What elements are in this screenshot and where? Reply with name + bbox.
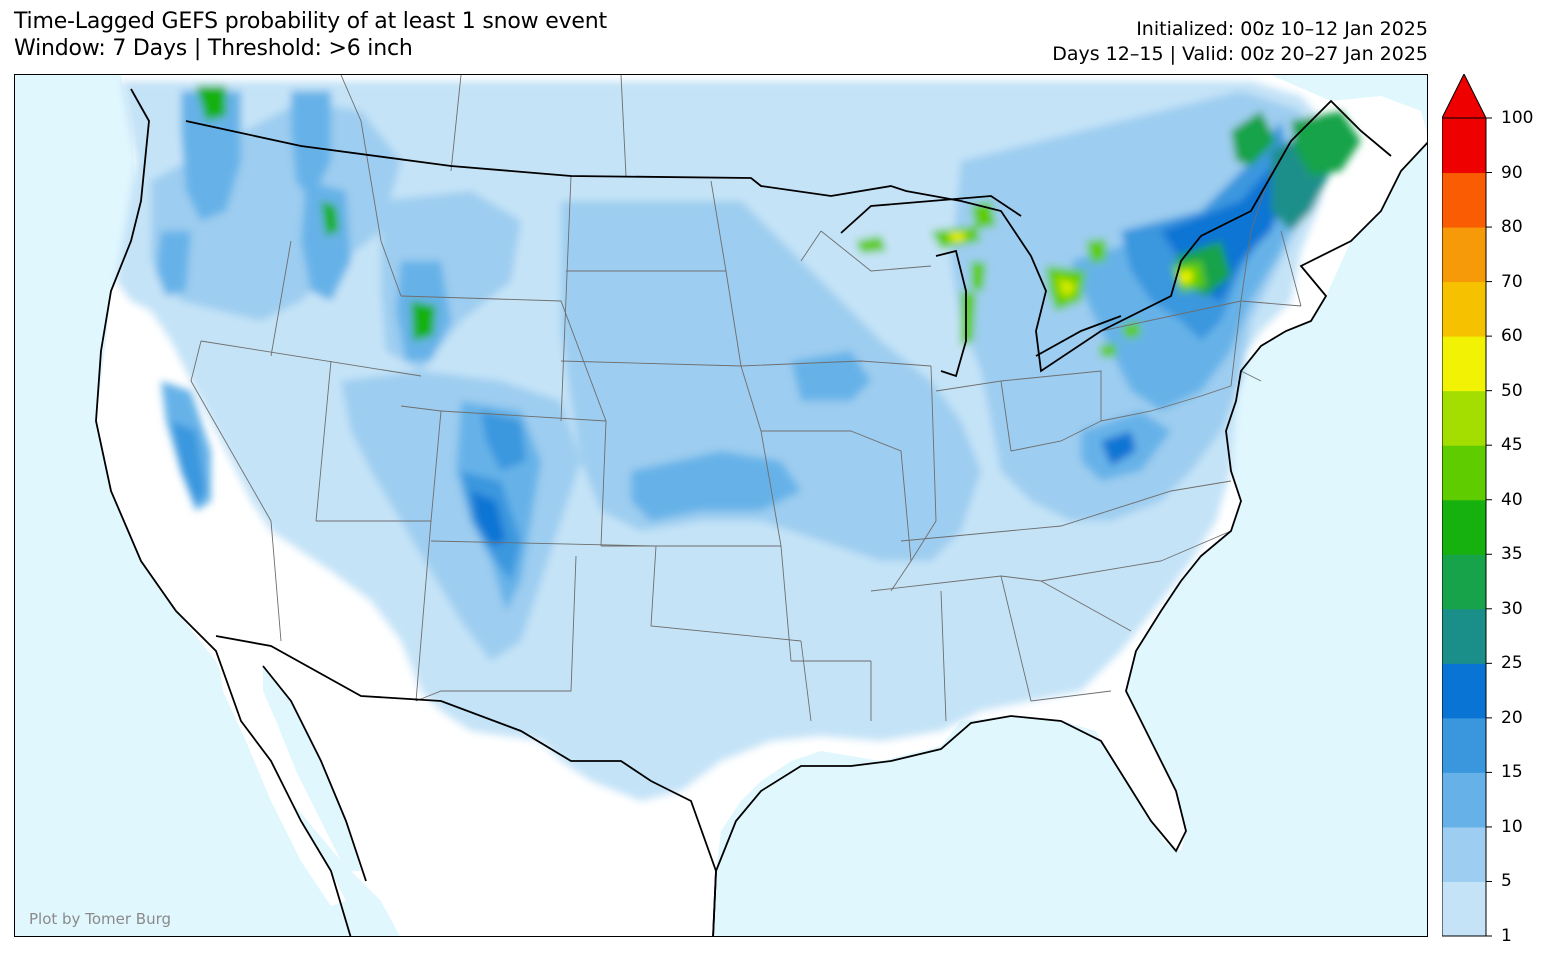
map-title: Time-Lagged GEFS probability of at least…: [14, 9, 607, 34]
colorbar-tick-label: 1: [1501, 926, 1512, 946]
colorbar-tick-label: 25: [1501, 653, 1523, 674]
map-canvas: Plot by Tomer Burg: [29, 75, 1427, 936]
map-subtitle: Window: 7 Days | Threshold: >6 inch: [14, 36, 413, 61]
colorbar-band: [1442, 227, 1486, 283]
colorbar-outline: [1442, 117, 1487, 937]
colorbar-band: [1442, 881, 1486, 937]
initialized-label: Initialized: 00z 10–12 Jan 2025: [1136, 18, 1428, 40]
colorbar-tick-label: 100: [1501, 108, 1534, 128]
country-borders: [185, 99, 1392, 936]
colorbar-tick-label: 90: [1501, 162, 1523, 183]
colorbar-band: [1442, 608, 1486, 664]
colorbar-tick-label: 80: [1501, 217, 1523, 238]
state-borders: [190, 75, 1302, 722]
valid-label: Days 12–15 | Valid: 00z 20–27 Jan 2025: [1052, 43, 1428, 65]
colorbar-band: [1442, 118, 1486, 174]
colorbar-band: [1442, 663, 1486, 719]
run-info: Initialized: 00z 10–12 Jan 2025 Days 12–…: [1052, 17, 1428, 67]
colorbar-tick-label: 30: [1501, 598, 1523, 619]
colorbar-band: [1442, 336, 1486, 392]
coastlines: [95, 88, 1427, 936]
triangle-up-icon: [1442, 74, 1487, 119]
colorbar-tick-label: 35: [1501, 544, 1523, 565]
colorbar-band: [1442, 281, 1486, 337]
colorbar-tick-label: 15: [1501, 762, 1523, 783]
gulf-of-california: [263, 666, 361, 871]
colorbar-tick-label: 45: [1501, 435, 1523, 456]
colorbar-tick-label: 60: [1501, 326, 1523, 347]
colorbar-band: [1442, 445, 1486, 501]
probability-fill: [116, 81, 1361, 801]
colorbar-bands: [1442, 117, 1492, 937]
colorbar-tick-label: 10: [1501, 816, 1523, 837]
credit-text: Plot by Tomer Burg: [29, 910, 171, 928]
colorbar-band: [1442, 717, 1486, 773]
colorbar-band: [1442, 554, 1486, 610]
colorbar-tick-label: 5: [1501, 871, 1512, 892]
colorbar-band: [1442, 826, 1486, 882]
colorbar-tick-label: 70: [1501, 271, 1523, 292]
colorbar-svg: [1442, 74, 1492, 937]
colorbar-tick-label: 40: [1501, 489, 1523, 510]
title-block: Time-Lagged GEFS probability of at least…: [14, 8, 607, 62]
gulf-of-mexico: [716, 719, 1201, 936]
colorbar-band: [1442, 390, 1486, 446]
colorbar-band: [1442, 172, 1486, 228]
colorbar-tick-label: 50: [1501, 380, 1523, 401]
colorbar: 1 5 10 15 20 25 30 35 40 45 50 60 70 80 90 100: [1442, 74, 1542, 946]
colorbar-tick-label: 20: [1501, 707, 1523, 728]
colorbar-band: [1442, 772, 1486, 828]
map-panel: Plot by Tomer Burg: [14, 74, 1428, 937]
colorbar-band: [1442, 499, 1486, 555]
